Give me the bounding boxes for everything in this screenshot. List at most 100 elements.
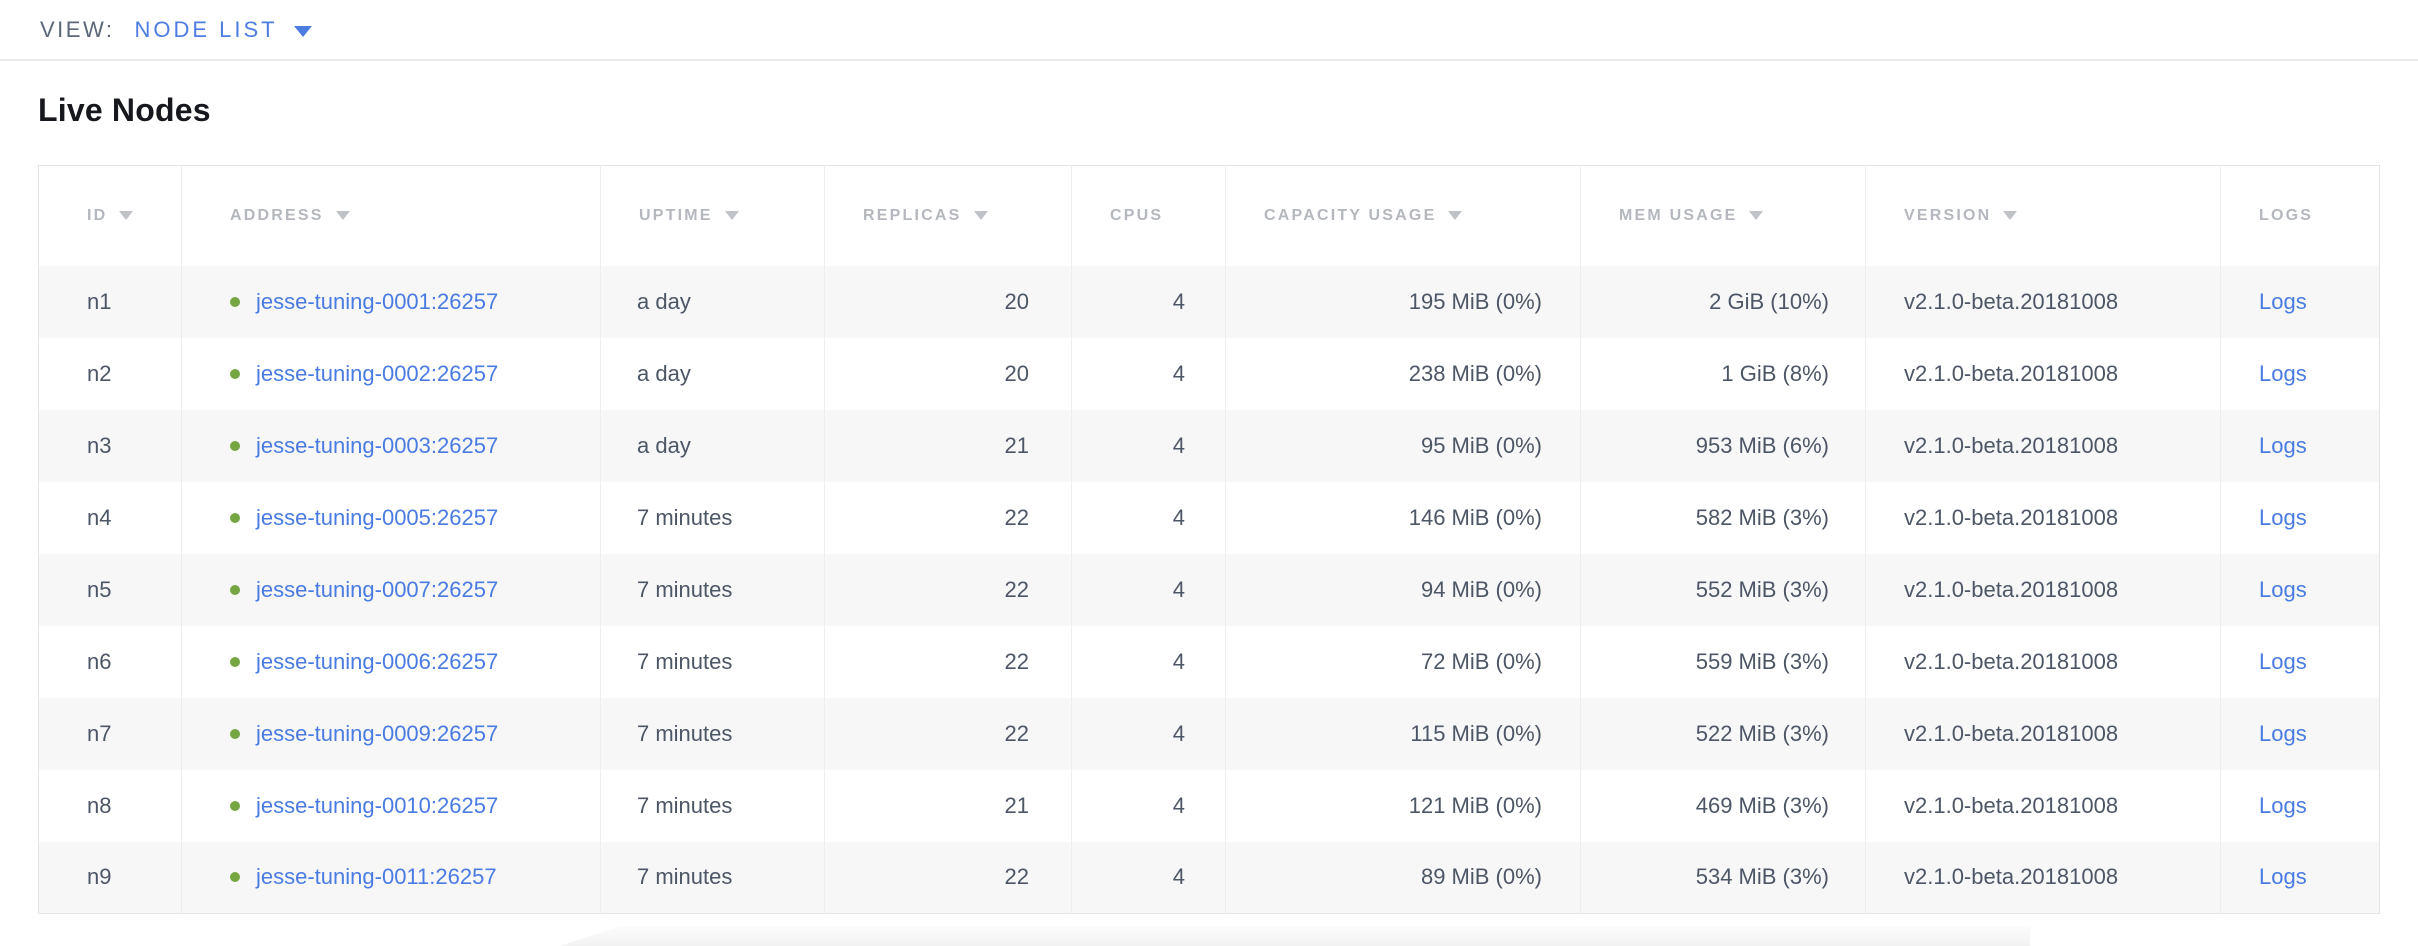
logs-link[interactable]: Logs <box>2259 720 2307 746</box>
address-cell: jesse-tuning-0007:26257 <box>181 553 601 626</box>
column-header-id[interactable]: ID <box>38 165 182 266</box>
id-cell: n5 <box>38 553 182 626</box>
column-label: CPUS <box>1110 206 1164 224</box>
cpus-cell: 4 <box>1071 625 1226 698</box>
table-body: n1 jesse-tuning-0001:26257 a day 20 4 195 MiB… <box>38 265 2380 914</box>
id-cell: n3 <box>38 409 182 482</box>
id-cell: n8 <box>38 769 182 842</box>
mem-cell: 559 MiB (3%) <box>1580 625 1866 698</box>
node-row: n5 jesse-tuning-0007:26257 7 minutes 22 4 94 … <box>38 553 2380 626</box>
sort-desc-icon <box>119 210 134 220</box>
column-header-logs: LOGS <box>2220 165 2380 266</box>
logs-link[interactable]: Logs <box>2259 432 2307 458</box>
column-header-capacity[interactable]: CAPACITY USAGE <box>1225 165 1581 266</box>
node-row: n2 jesse-tuning-0002:26257 a day 20 4 238 MiB… <box>38 337 2380 410</box>
next-section-top-shadow <box>560 926 2030 946</box>
node-address-link[interactable]: jesse-tuning-0007:26257 <box>256 576 499 602</box>
logs-cell: Logs <box>2220 265 2380 338</box>
column-header-address[interactable]: ADDRESS <box>181 165 601 266</box>
node-row: n8 jesse-tuning-0010:26257 7 minutes 21 4 121… <box>38 769 2380 842</box>
node-address-link[interactable]: jesse-tuning-0003:26257 <box>256 432 499 458</box>
uptime-cell: 7 minutes <box>600 697 825 770</box>
node-address-link[interactable]: jesse-tuning-0006:26257 <box>256 648 499 674</box>
capacity-cell: 89 MiB (0%) <box>1225 841 1581 914</box>
address-cell: jesse-tuning-0009:26257 <box>181 697 601 770</box>
replicas-cell: 22 <box>824 481 1072 554</box>
node-address-link[interactable]: jesse-tuning-0005:26257 <box>256 504 499 530</box>
version-cell: v2.1.0-beta.20181008 <box>1865 625 2221 698</box>
sort-desc-icon <box>2003 210 2018 220</box>
capacity-cell: 115 MiB (0%) <box>1225 697 1581 770</box>
node-row: n6 jesse-tuning-0006:26257 7 minutes 22 4 72 … <box>38 625 2380 698</box>
node-healthy-dot-icon <box>230 728 240 739</box>
logs-link[interactable]: Logs <box>2259 360 2307 386</box>
column-header-version[interactable]: VERSION <box>1865 165 2221 266</box>
column-label: ADDRESS <box>230 206 324 224</box>
logs-link[interactable]: Logs <box>2259 792 2307 818</box>
logs-link[interactable]: Logs <box>2259 576 2307 602</box>
column-label: UPTIME <box>639 206 713 224</box>
node-address-link[interactable]: jesse-tuning-0001:26257 <box>256 288 499 314</box>
uptime-cell: a day <box>600 337 825 410</box>
node-healthy-dot-icon <box>230 440 240 451</box>
address-cell: jesse-tuning-0010:26257 <box>181 769 601 842</box>
view-label: VIEW: <box>40 16 115 42</box>
cpus-cell: 4 <box>1071 697 1226 770</box>
sort-desc-icon <box>1448 210 1463 220</box>
logs-cell: Logs <box>2220 409 2380 482</box>
node-healthy-dot-icon <box>230 584 240 595</box>
address-cell: jesse-tuning-0003:26257 <box>181 409 601 482</box>
column-label: VERSION <box>1904 206 1992 224</box>
logs-link[interactable]: Logs <box>2259 864 2307 890</box>
view-selector-dropdown[interactable]: NODE LIST <box>134 17 312 43</box>
node-row: n4 jesse-tuning-0005:26257 7 minutes 22 4 146… <box>38 481 2380 554</box>
node-healthy-dot-icon <box>230 656 240 667</box>
column-header-replicas[interactable]: REPLICAS <box>824 165 1072 266</box>
capacity-cell: 95 MiB (0%) <box>1225 409 1581 482</box>
node-address-link[interactable]: jesse-tuning-0002:26257 <box>256 360 499 386</box>
id-cell: n2 <box>38 337 182 410</box>
capacity-cell: 146 MiB (0%) <box>1225 481 1581 554</box>
address-cell: jesse-tuning-0001:26257 <box>181 265 601 338</box>
column-header-mem[interactable]: MEM USAGE <box>1580 165 1866 266</box>
node-healthy-dot-icon <box>230 368 240 379</box>
uptime-cell: 7 minutes <box>600 841 825 914</box>
address-cell: jesse-tuning-0005:26257 <box>181 481 601 554</box>
logs-cell: Logs <box>2220 337 2380 410</box>
version-cell: v2.1.0-beta.20181008 <box>1865 769 2221 842</box>
node-healthy-dot-icon <box>230 800 240 811</box>
replicas-cell: 22 <box>824 625 1072 698</box>
column-header-uptime[interactable]: UPTIME <box>600 165 825 266</box>
page-title: Live Nodes <box>38 92 211 128</box>
logs-link[interactable]: Logs <box>2259 504 2307 530</box>
node-address-link[interactable]: jesse-tuning-0009:26257 <box>256 720 499 746</box>
replicas-cell: 22 <box>824 553 1072 626</box>
version-cell: v2.1.0-beta.20181008 <box>1865 697 2221 770</box>
column-header-cpus: CPUS <box>1071 165 1226 266</box>
version-cell: v2.1.0-beta.20181008 <box>1865 265 2221 338</box>
replicas-cell: 20 <box>824 265 1072 338</box>
logs-cell: Logs <box>2220 769 2380 842</box>
version-cell: v2.1.0-beta.20181008 <box>1865 409 2221 482</box>
cpus-cell: 4 <box>1071 481 1226 554</box>
sort-desc-icon <box>1749 210 1764 220</box>
view-bar: VIEW: NODE LIST <box>0 0 2418 61</box>
cpus-cell: 4 <box>1071 409 1226 482</box>
logs-link[interactable]: Logs <box>2259 648 2307 674</box>
cpus-cell: 4 <box>1071 337 1226 410</box>
node-address-link[interactable]: jesse-tuning-0010:26257 <box>256 792 499 818</box>
node-healthy-dot-icon <box>230 872 240 883</box>
capacity-cell: 121 MiB (0%) <box>1225 769 1581 842</box>
logs-cell: Logs <box>2220 553 2380 626</box>
logs-link[interactable]: Logs <box>2259 288 2307 314</box>
cpus-cell: 4 <box>1071 769 1226 842</box>
sort-desc-icon <box>724 210 739 220</box>
table-header-row: ID ADDRESS UPTIME REPLICAS CPUS CAPACITY USAG… <box>38 165 2380 266</box>
id-cell: n1 <box>38 265 182 338</box>
mem-cell: 552 MiB (3%) <box>1580 553 1866 626</box>
node-address-link[interactable]: jesse-tuning-0011:26257 <box>256 864 497 890</box>
cpus-cell: 4 <box>1071 553 1226 626</box>
uptime-cell: a day <box>600 409 825 482</box>
replicas-cell: 20 <box>824 337 1072 410</box>
live-nodes-table: ID ADDRESS UPTIME REPLICAS CPUS CAPACITY USAG… <box>38 165 2380 914</box>
